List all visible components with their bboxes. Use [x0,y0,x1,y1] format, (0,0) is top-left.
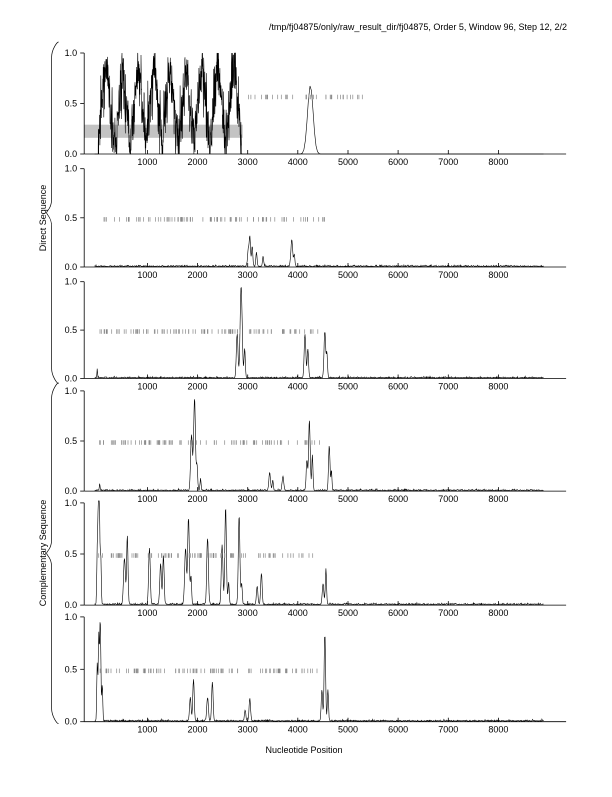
svg-text:3000: 3000 [238,494,258,504]
svg-text:2000: 2000 [187,725,207,735]
svg-text:2000: 2000 [187,382,207,392]
svg-text:1.0: 1.0 [65,48,78,58]
svg-text:7000: 7000 [438,494,458,504]
svg-text:3000: 3000 [238,157,258,167]
svg-text:3000: 3000 [238,608,258,618]
svg-text:4000: 4000 [288,270,308,280]
svg-text:1000: 1000 [137,157,157,167]
svg-text:7000: 7000 [438,382,458,392]
svg-text:0.0: 0.0 [65,717,78,727]
svg-text:4000: 4000 [288,494,308,504]
svg-text:Direct Sequence: Direct Sequence [38,185,48,252]
svg-text:5000: 5000 [338,270,358,280]
svg-text:2000: 2000 [187,270,207,280]
svg-text:3000: 3000 [238,725,258,735]
svg-text:8000: 8000 [488,608,508,618]
svg-text:/tmp/fj04875/only/raw_result_d: /tmp/fj04875/only/raw_result_dir/fj04875… [269,22,567,32]
svg-text:7000: 7000 [438,608,458,618]
svg-text:8000: 8000 [488,157,508,167]
svg-text:0.5: 0.5 [65,325,78,335]
svg-text:0.5: 0.5 [65,436,78,446]
svg-text:1000: 1000 [137,494,157,504]
svg-text:2000: 2000 [187,608,207,618]
svg-text:4000: 4000 [288,608,308,618]
svg-text:4000: 4000 [288,157,308,167]
svg-text:1.0: 1.0 [65,164,78,174]
svg-text:1000: 1000 [137,270,157,280]
svg-text:0.5: 0.5 [65,664,78,674]
svg-text:8000: 8000 [488,270,508,280]
svg-text:0.0: 0.0 [65,262,78,272]
svg-text:3000: 3000 [238,270,258,280]
svg-text:7000: 7000 [438,157,458,167]
svg-text:2000: 2000 [187,494,207,504]
svg-text:6000: 6000 [388,608,408,618]
svg-text:5000: 5000 [338,608,358,618]
svg-text:4000: 4000 [288,725,308,735]
svg-text:0.0: 0.0 [65,374,78,384]
svg-text:4000: 4000 [288,382,308,392]
svg-text:6000: 6000 [388,382,408,392]
svg-text:2000: 2000 [187,157,207,167]
svg-text:7000: 7000 [438,270,458,280]
svg-text:0.0: 0.0 [65,486,78,496]
svg-text:1000: 1000 [137,608,157,618]
svg-text:1000: 1000 [137,725,157,735]
svg-text:0.0: 0.0 [65,149,78,159]
svg-text:0.5: 0.5 [65,549,78,559]
svg-text:8000: 8000 [488,382,508,392]
svg-text:8000: 8000 [488,725,508,735]
svg-text:7000: 7000 [438,725,458,735]
svg-text:5000: 5000 [338,157,358,167]
svg-text:1.0: 1.0 [65,498,78,508]
svg-text:0.5: 0.5 [65,99,78,109]
svg-text:5000: 5000 [338,382,358,392]
svg-text:Nucleotide Position: Nucleotide Position [265,745,342,755]
svg-text:6000: 6000 [388,494,408,504]
svg-text:0.0: 0.0 [65,600,78,610]
svg-text:6000: 6000 [388,270,408,280]
svg-text:1.0: 1.0 [65,612,78,622]
svg-text:6000: 6000 [388,157,408,167]
svg-text:8000: 8000 [488,494,508,504]
svg-text:5000: 5000 [338,494,358,504]
svg-text:0.5: 0.5 [65,213,78,223]
svg-text:1.0: 1.0 [65,277,78,287]
svg-text:1000: 1000 [137,382,157,392]
svg-text:6000: 6000 [388,725,408,735]
svg-text:3000: 3000 [238,382,258,392]
svg-text:1.0: 1.0 [65,386,78,396]
svg-text:5000: 5000 [338,725,358,735]
